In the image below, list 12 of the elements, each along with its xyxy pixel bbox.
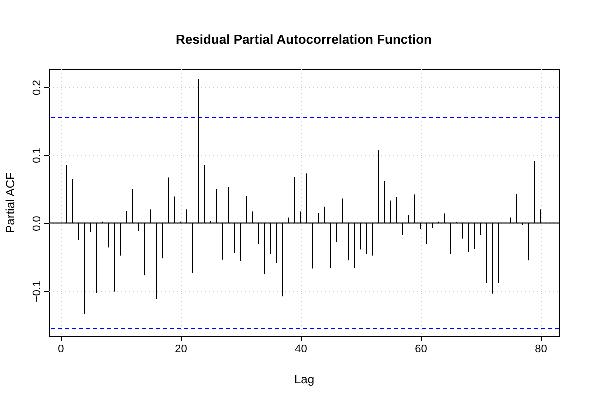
- x-tick-label: 60: [415, 344, 428, 356]
- x-tick-label: 20: [175, 344, 188, 356]
- y-tick-label: 0.0: [32, 216, 44, 232]
- y-tick-label: 0.1: [32, 148, 44, 164]
- x-axis-title: Lag: [294, 372, 315, 386]
- x-tick-label: 0: [58, 344, 64, 356]
- y-tick-label: −0.1: [32, 280, 44, 303]
- x-tick-label: 40: [295, 344, 308, 356]
- y-tick-label: 0.2: [32, 80, 44, 96]
- x-tick-label: 80: [535, 344, 548, 356]
- chart-title: Residual Partial Autocorrelation Function: [176, 32, 432, 47]
- y-axis-title: Partial ACF: [4, 172, 18, 234]
